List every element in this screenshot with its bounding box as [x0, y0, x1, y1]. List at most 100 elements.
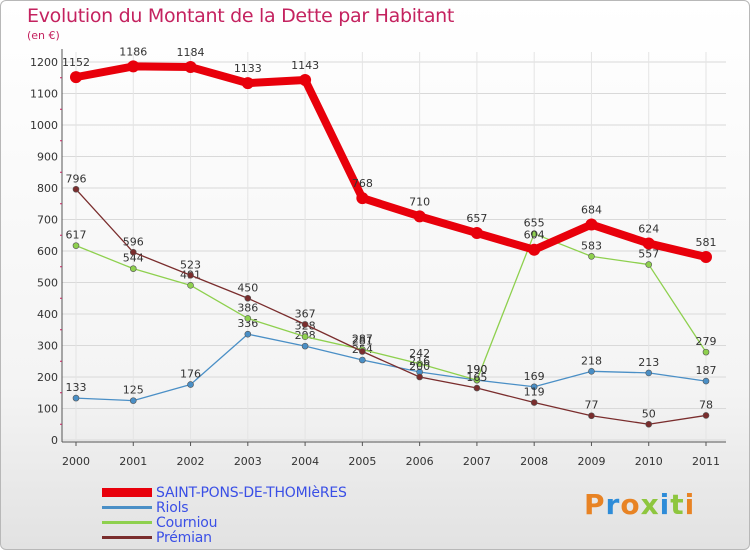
x-tick-label: 2007	[463, 455, 491, 468]
data-label: 1143	[291, 59, 319, 72]
data-label: 133	[66, 381, 87, 394]
series-line	[75, 333, 707, 402]
data-point	[416, 373, 423, 381]
data-label: 1152	[62, 56, 90, 69]
data-point	[301, 321, 309, 328]
data-point	[184, 61, 197, 74]
data-point	[530, 383, 538, 391]
data-point	[588, 368, 595, 375]
x-tick-label: 2000	[62, 455, 90, 468]
data-label: 796	[66, 172, 87, 185]
y-tick-label: 700	[37, 214, 58, 227]
legend-swatch	[102, 488, 152, 497]
data-label: 218	[581, 354, 602, 367]
data-point	[244, 294, 252, 302]
data-point	[244, 330, 252, 338]
data-label: 77	[584, 399, 598, 412]
data-point	[700, 250, 712, 263]
y-tick-label: 1100	[30, 88, 58, 101]
y-tick-label: 600	[37, 245, 58, 258]
data-label: 176	[180, 368, 201, 381]
data-point	[129, 248, 137, 256]
data-label: 596	[123, 235, 144, 248]
data-point	[645, 420, 653, 428]
legend-swatch	[102, 536, 152, 539]
legend: SAINT-PONS-DE-THOMIèRES Riols Courniou P…	[102, 485, 347, 546]
legend-item: Prémian	[102, 529, 347, 546]
x-tick-label: 2010	[635, 455, 663, 468]
data-label: 450	[237, 281, 258, 294]
y-tick-label: 800	[37, 182, 58, 195]
data-label: 187	[696, 364, 717, 377]
data-label: 169	[524, 370, 545, 383]
chart-unit: (en €)	[27, 29, 60, 42]
legend-label: Prémian	[156, 529, 212, 546]
data-label: 523	[180, 258, 201, 271]
data-label: 386	[237, 301, 258, 314]
chart-title: Evolution du Montant de la Dette par Hab…	[27, 5, 455, 27]
data-point	[645, 369, 653, 377]
data-label: 655	[524, 217, 545, 230]
legend-swatch	[102, 521, 152, 524]
data-label: 200	[409, 360, 430, 373]
data-label: 604	[524, 229, 545, 242]
data-label: 710	[409, 195, 430, 208]
y-tick-label: 0	[51, 434, 58, 447]
series-line	[75, 233, 707, 381]
data-point	[72, 185, 80, 193]
x-tick-label: 2005	[348, 455, 376, 468]
data-point	[187, 271, 194, 279]
data-point	[72, 242, 80, 249]
data-point	[530, 399, 538, 406]
data-point	[702, 412, 710, 419]
y-tick-label: 1000	[30, 119, 58, 132]
y-tick-label: 500	[37, 277, 58, 290]
data-point	[702, 348, 710, 356]
legend-item: SAINT-PONS-DE-THOMIèRES	[102, 485, 347, 501]
x-tick-label: 2004	[291, 455, 319, 468]
x-tick-label: 2006	[406, 455, 434, 468]
x-tick-label: 2009	[577, 455, 605, 468]
data-point	[359, 348, 366, 355]
data-label: 1184	[177, 46, 205, 59]
data-label: 583	[581, 239, 602, 252]
data-point	[187, 282, 194, 289]
legend-swatch	[102, 506, 152, 509]
data-label: 581	[696, 236, 717, 249]
x-tick-label: 2011	[692, 455, 720, 468]
data-label: 657	[466, 212, 487, 225]
x-tick-label: 2003	[234, 455, 262, 468]
data-label: 287	[352, 333, 373, 346]
legend-item: Courniou	[102, 515, 347, 531]
data-point	[642, 237, 655, 250]
data-label: 50	[642, 407, 656, 420]
data-label: 190	[466, 363, 487, 376]
data-point	[588, 412, 595, 420]
line-chart: 0 100 200 300 400 500 600 700 800 900 1000 1100 1200…	[30, 45, 726, 468]
data-point	[129, 265, 137, 272]
data-label: 165	[466, 371, 487, 384]
legend-item: Riols	[102, 499, 347, 516]
data-label: 281	[352, 334, 373, 347]
y-tick-label: 900	[37, 151, 58, 164]
series-line	[75, 62, 707, 261]
data-point	[301, 342, 309, 350]
data-label: 684	[581, 204, 602, 217]
data-point	[702, 377, 710, 385]
data-label: 624	[638, 222, 659, 235]
data-point	[301, 333, 309, 340]
x-tick-label: 2002	[177, 455, 205, 468]
data-point	[416, 360, 423, 368]
data-label: 119	[524, 386, 545, 399]
data-label: 125	[123, 384, 144, 397]
data-point	[241, 77, 254, 90]
legend-label: Riols	[156, 499, 189, 516]
y-tick-label: 300	[37, 340, 58, 353]
data-point	[356, 192, 369, 205]
data-label: 367	[295, 307, 316, 320]
series-line	[75, 188, 707, 425]
data-point	[244, 315, 252, 322]
data-label: 1133	[234, 62, 262, 75]
data-point	[359, 356, 366, 364]
